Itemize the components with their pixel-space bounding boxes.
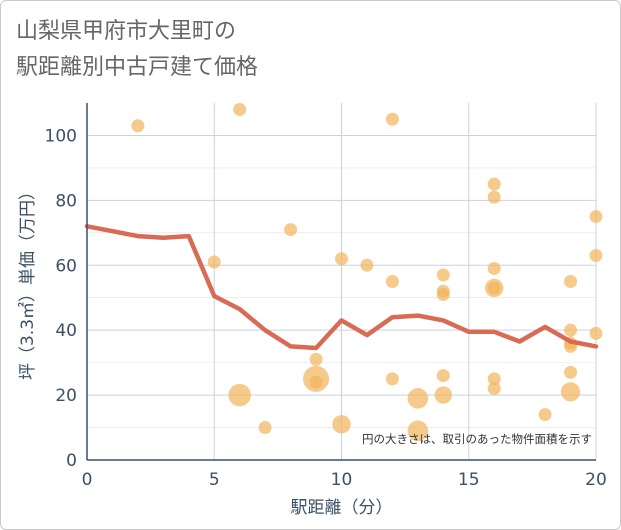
x-tick-label: 0 bbox=[82, 470, 93, 490]
data-point bbox=[564, 275, 578, 288]
y-tick-label: 100 bbox=[45, 126, 77, 146]
data-point bbox=[309, 352, 323, 366]
y-tick-label: 20 bbox=[55, 386, 77, 406]
data-point bbox=[538, 408, 552, 422]
data-point bbox=[385, 275, 399, 288]
data-point bbox=[360, 258, 374, 272]
x-tick-label: 15 bbox=[458, 470, 480, 490]
data-point bbox=[436, 369, 450, 383]
chart-annotation: 円の大きさは、取引のあった物件面積を示す bbox=[362, 432, 592, 446]
data-point bbox=[487, 382, 501, 396]
data-point bbox=[487, 177, 501, 191]
data-point bbox=[589, 210, 603, 224]
data-point bbox=[309, 375, 323, 389]
data-point bbox=[407, 420, 429, 442]
y-tick-label: 80 bbox=[55, 191, 77, 211]
data-point bbox=[131, 119, 145, 133]
data-point bbox=[560, 382, 581, 402]
x-tick-label: 5 bbox=[209, 470, 220, 490]
data-point bbox=[564, 365, 578, 379]
average-price-line bbox=[84, 224, 599, 351]
data-point bbox=[589, 326, 603, 340]
data-point bbox=[228, 383, 251, 407]
data-point bbox=[487, 190, 501, 204]
data-point bbox=[589, 249, 603, 263]
data-point bbox=[258, 421, 272, 435]
data-point bbox=[233, 102, 247, 116]
data-point bbox=[434, 386, 453, 404]
y-tick-label: 40 bbox=[55, 321, 77, 341]
data-point bbox=[436, 268, 450, 282]
x-tick-label: 10 bbox=[331, 470, 353, 490]
y-tick-label: 60 bbox=[55, 256, 77, 276]
y-tick-label: 0 bbox=[66, 451, 77, 471]
data-point bbox=[487, 281, 501, 295]
x-axis-label: 駅距離（分） bbox=[291, 498, 393, 518]
data-point bbox=[207, 255, 221, 269]
data-point bbox=[385, 112, 399, 126]
x-tick-label: 20 bbox=[585, 470, 607, 490]
data-point bbox=[564, 323, 578, 337]
chart-title-line-2: 駅距離別中古戸建て価格 bbox=[16, 55, 259, 80]
data-point bbox=[487, 262, 501, 276]
data-point bbox=[332, 415, 351, 434]
data-point bbox=[335, 252, 348, 266]
data-point bbox=[487, 372, 501, 386]
data-point bbox=[385, 372, 399, 386]
data-point bbox=[407, 388, 429, 409]
data-point bbox=[284, 223, 298, 237]
chart-title-line-1: 山梨県甲府市大里町の bbox=[16, 19, 237, 44]
data-point bbox=[436, 287, 450, 301]
y-axis-label: 坪（3.3㎡）単価（万円） bbox=[18, 183, 38, 380]
